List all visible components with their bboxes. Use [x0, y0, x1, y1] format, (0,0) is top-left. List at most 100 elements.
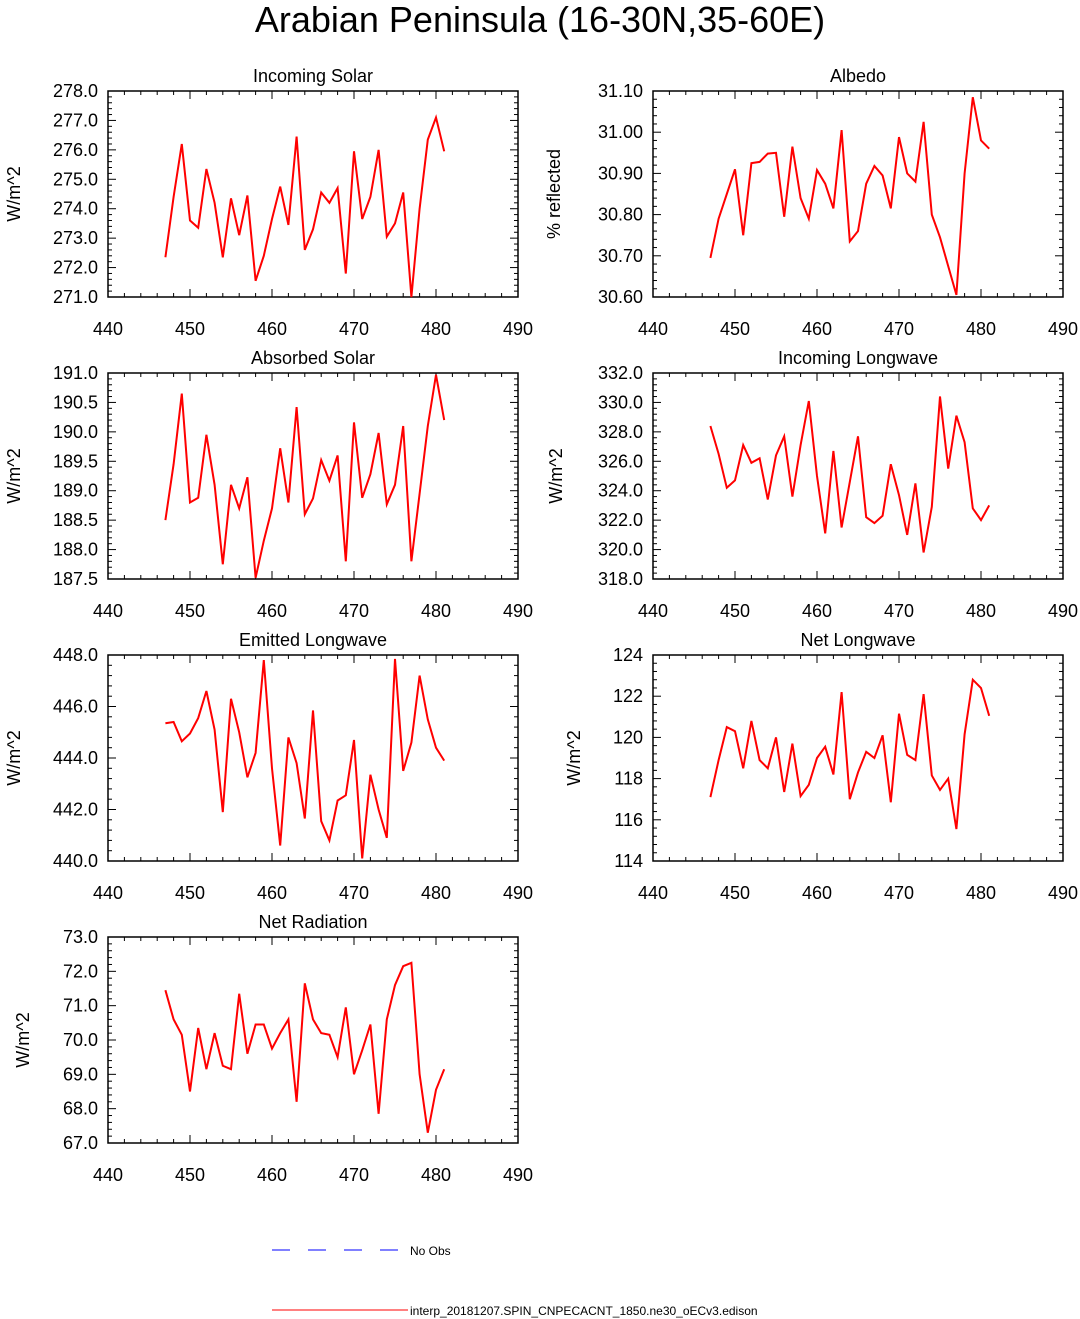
y-tick-label: 190.0	[53, 422, 98, 442]
y-tick-label: 271.0	[53, 287, 98, 307]
y-axis-label: W/m^2	[564, 730, 584, 785]
x-tick-label: 450	[175, 1165, 205, 1185]
chart-panel-7: Net Radiation W/m^2 440 450 460 470 480 490 67.0…	[13, 912, 533, 1185]
y-tick-label: 330.0	[598, 392, 643, 412]
y-tick-label: 31.10	[598, 81, 643, 101]
x-tick-label: 480	[421, 1165, 451, 1185]
legend-no-obs-label: No Obs	[410, 1244, 451, 1258]
y-tick-label: 124	[613, 645, 643, 665]
y-tick-label: 318.0	[598, 569, 643, 589]
x-tick-label: 490	[503, 883, 533, 903]
x-tick-label: 470	[339, 883, 369, 903]
y-tick-label: 30.70	[598, 246, 643, 266]
plot-frame	[107, 654, 519, 862]
plot-frame	[652, 654, 1064, 862]
y-tick-label: 189.0	[53, 481, 98, 501]
y-tick-label: 320.0	[598, 540, 643, 560]
x-tick-label: 470	[884, 883, 914, 903]
y-tick-label: 190.5	[53, 392, 98, 412]
x-tick-label: 450	[175, 319, 205, 339]
x-tick-label: 460	[802, 319, 832, 339]
x-tick-label: 490	[1048, 883, 1078, 903]
y-tick-label: 448.0	[53, 645, 98, 665]
chart-panel-6: Net Longwave W/m^2 440 450 460 470 480 490 114 11…	[564, 630, 1078, 903]
y-tick-label: 442.0	[53, 800, 98, 820]
x-tick-label: 440	[93, 1165, 123, 1185]
x-tick-label: 460	[257, 1165, 287, 1185]
y-tick-label: 191.0	[53, 363, 98, 383]
y-tick-label: 332.0	[598, 363, 643, 383]
panel-title: Net Longwave	[800, 630, 915, 650]
series-line-model	[709, 396, 991, 553]
panel-title: Net Radiation	[258, 912, 367, 932]
x-tick-label: 460	[257, 319, 287, 339]
chart-panel-5: Emitted Longwave W/m^2 440 450 460 470 480 490 4…	[4, 630, 533, 903]
chart-panel-4: Incoming Longwave W/m^2 440 450 460 470 480 490…	[546, 348, 1078, 621]
x-tick-label: 440	[93, 883, 123, 903]
y-tick-label: 30.60	[598, 287, 643, 307]
x-tick-label: 490	[503, 319, 533, 339]
legend-no-obs-line	[272, 1249, 408, 1251]
x-tick-label: 460	[802, 883, 832, 903]
y-tick-label: 118	[614, 769, 643, 789]
panel-title: Incoming Solar	[253, 66, 373, 86]
y-axis-label: W/m^2	[546, 448, 566, 503]
x-tick-label: 440	[638, 319, 668, 339]
y-tick-label: 122	[613, 686, 643, 706]
main-title: Arabian Peninsula (16-30N,35-60E)	[254, 0, 826, 40]
x-tick-label: 490	[503, 601, 533, 621]
y-tick-label: 324.0	[598, 481, 643, 501]
panel-title: Incoming Longwave	[778, 348, 938, 368]
y-tick-label: 72.0	[63, 961, 98, 981]
x-tick-label: 470	[884, 601, 914, 621]
y-axis-label: W/m^2	[4, 448, 24, 503]
y-tick-label: 188.0	[53, 540, 98, 560]
x-tick-label: 470	[339, 1165, 369, 1185]
y-tick-label: 189.5	[53, 451, 98, 471]
y-tick-label: 276.0	[53, 140, 98, 160]
series-line-model	[709, 677, 991, 830]
x-tick-label: 440	[638, 883, 668, 903]
y-tick-label: 328.0	[598, 422, 643, 442]
panel-title: Emitted Longwave	[239, 630, 387, 650]
y-tick-label: 277.0	[53, 110, 98, 130]
x-tick-label: 480	[421, 601, 451, 621]
y-tick-label: 116	[614, 810, 643, 830]
y-tick-label: 71.0	[63, 996, 98, 1016]
y-tick-label: 120	[613, 727, 643, 747]
x-tick-label: 480	[966, 883, 996, 903]
x-tick-label: 450	[720, 319, 750, 339]
x-tick-label: 440	[93, 319, 123, 339]
x-tick-label: 440	[638, 601, 668, 621]
series-line-model	[165, 658, 446, 859]
y-tick-label: 188.5	[53, 510, 98, 530]
plot-frame	[652, 372, 1064, 580]
x-tick-label: 480	[966, 319, 996, 339]
plot-frame	[652, 90, 1064, 298]
y-axis-label: % reflected	[544, 149, 564, 239]
y-tick-label: 30.80	[598, 205, 643, 225]
x-tick-label: 470	[339, 601, 369, 621]
plot-frame	[107, 372, 519, 580]
series-line-model	[164, 961, 446, 1133]
y-tick-label: 272.0	[53, 258, 98, 278]
x-tick-label: 460	[257, 601, 287, 621]
x-tick-label: 460	[802, 601, 832, 621]
y-tick-label: 444.0	[53, 748, 98, 768]
x-tick-label: 470	[884, 319, 914, 339]
x-tick-label: 470	[339, 319, 369, 339]
x-tick-label: 490	[503, 1165, 533, 1185]
y-tick-label: 73.0	[63, 927, 98, 947]
y-tick-label: 187.5	[53, 569, 98, 589]
x-tick-label: 450	[175, 883, 205, 903]
y-tick-label: 68.0	[63, 1099, 98, 1119]
series-line-model	[164, 374, 446, 579]
y-axis-label: W/m^2	[4, 730, 24, 785]
y-tick-label: 31.00	[598, 122, 643, 142]
x-tick-label: 480	[421, 319, 451, 339]
y-tick-label: 275.0	[53, 169, 98, 189]
y-tick-label: 114	[614, 851, 643, 871]
y-tick-label: 30.90	[598, 163, 643, 183]
y-tick-label: 273.0	[53, 228, 98, 248]
